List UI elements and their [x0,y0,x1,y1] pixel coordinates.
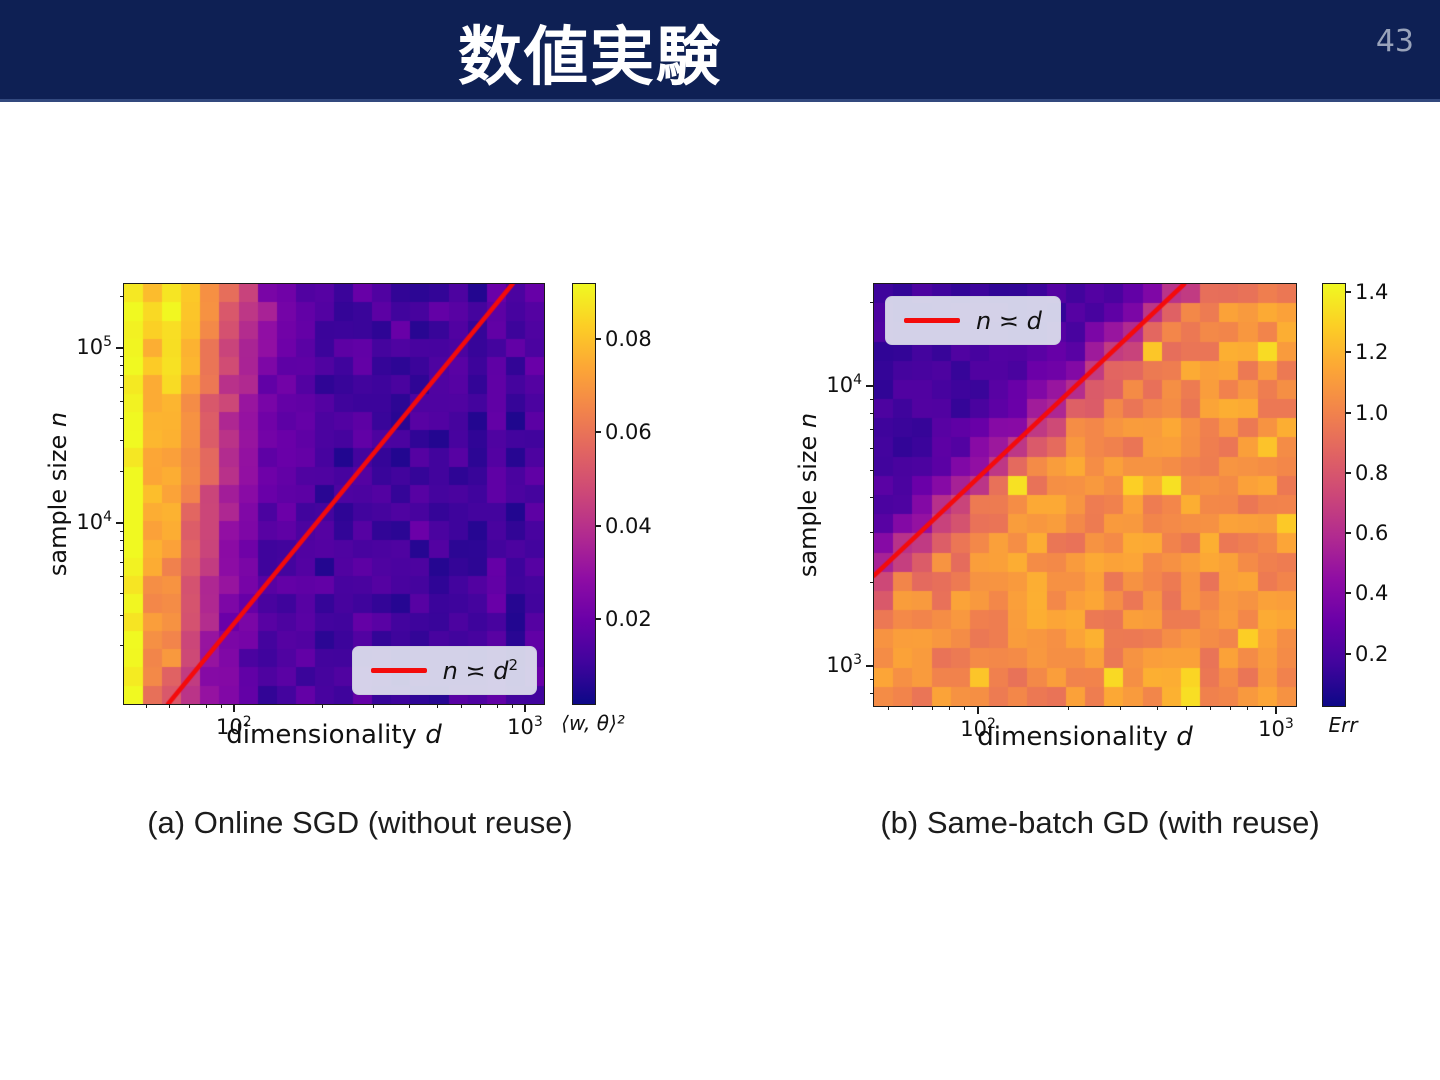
colorbar-tick-label: 0.06 [605,420,652,445]
y-axis-label-a: sample size n [44,411,72,577]
axis-tick-label: 103 [1258,716,1294,741]
colorbar-label-a: ⟨w, θ⟩² [561,711,625,735]
caption-b: (b) Same-batch GD (with reuse) [880,805,1320,840]
colorbar-tick-label: 1.2 [1355,340,1389,365]
colorbar-label-b: Err [1328,713,1358,737]
heatmap-chart-b: sample size n dimensionality d n ≍ d 102… [794,283,1297,752]
colorbar-tick-label: 0.8 [1355,460,1389,485]
axis-tick-label: 103 [507,714,543,739]
colorbar-b: Err 1.4 1.2 1.0 0.8 0.6 0.4 0.2 [1322,280,1402,737]
legend-a: n ≍ d2 [351,646,537,695]
axis-tick-label: 103 [826,651,862,677]
red-line-sample-a [370,668,427,673]
colorbar-tick-label: 0.2 [1355,641,1389,666]
legend-b: n ≍ d [885,296,1061,345]
slide-title: 数値実験 [458,21,722,95]
y-axis-label-b: sample size n [794,412,822,578]
colorbar-tick-label: 0.08 [605,327,652,351]
x-axis-label-a: dimensionality d [226,720,442,750]
x-axis-label-b: dimensionality d [977,722,1193,752]
page-number: 43 [1375,24,1414,59]
colorbar-tick-label: 0.02 [605,607,652,631]
axis-tick-label: 102 [960,716,996,741]
axis-tick-label: 104 [76,508,112,534]
axis-tick-label: 105 [76,334,112,360]
colorbar-tick-label: 1.0 [1355,400,1389,425]
heatmap-canvas-b [874,284,1296,706]
red-line-sample-b [904,318,960,323]
colorbar-tick-label: 0.04 [605,513,652,538]
colorbar-tick-label: 0.4 [1355,581,1389,606]
heatmap-canvas-a [124,284,544,704]
legend-label-b: n ≍ d [976,307,1042,335]
colorbar-a: ⟨w, θ⟩² 0.08 0.06 0.04 0.02 [561,283,652,735]
axis-tick-label: 104 [826,372,862,398]
legend-label-a: n ≍ d2 [442,656,518,685]
caption-a: (a) Online SGD (without reuse) [147,805,573,840]
axis-tick-label: 102 [216,714,252,739]
colorbar-tick-label: 1.4 [1355,280,1389,305]
colorbar-gradient-b [1322,283,1346,707]
colorbar-tick-label: 0.6 [1355,521,1389,546]
slide-header: 数値実験 43 [0,0,1440,102]
colorbar-gradient-a [572,283,596,705]
heatmap-chart-a: sample size n dimensionality d n ≍ d2 10… [44,283,545,750]
